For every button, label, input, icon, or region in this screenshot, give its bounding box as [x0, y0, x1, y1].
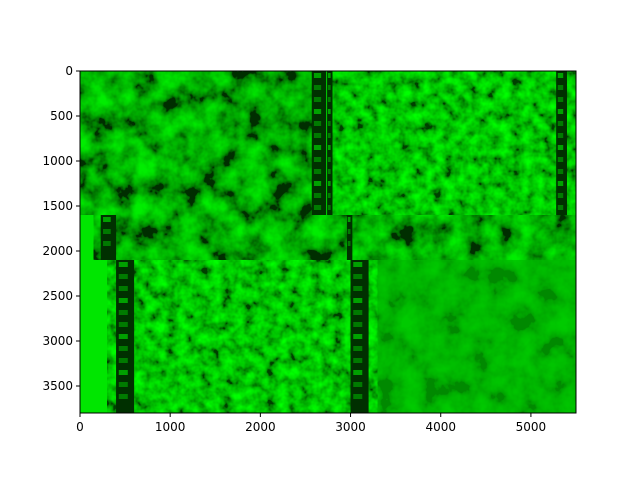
- y-tick-label: 0: [65, 64, 73, 78]
- y-tick-label: 1500: [42, 199, 73, 213]
- x-tick-label: 3000: [335, 420, 366, 434]
- image-panel: [377, 260, 576, 413]
- x-tick-label: 0: [76, 420, 84, 434]
- x-tick-label: 2000: [245, 420, 276, 434]
- dark-band: [100, 215, 117, 260]
- y-tick-label: 3000: [42, 334, 73, 348]
- dark-band: [556, 71, 567, 215]
- image-panel: [107, 260, 378, 413]
- plot-frame: [79, 70, 577, 414]
- dark-band: [346, 215, 353, 260]
- y-tick-label: 2500: [42, 289, 73, 303]
- y-tick-label: 1000: [42, 154, 73, 168]
- dark-band: [311, 71, 327, 215]
- y-tick-label: 2000: [42, 244, 73, 258]
- dark-band: [116, 260, 135, 413]
- x-tick-label: 1000: [155, 420, 186, 434]
- dark-band: [350, 260, 369, 413]
- x-tick-label: 4000: [425, 420, 456, 434]
- y-tick-label: 3500: [42, 379, 73, 393]
- image-panel: [80, 71, 324, 215]
- dark-band: [327, 71, 333, 215]
- image-panel: [332, 71, 576, 215]
- x-tick-label: 5000: [516, 420, 547, 434]
- image-panel: [93, 215, 576, 260]
- y-tick-label: 500: [50, 109, 73, 123]
- axes: 0 1000 2000 3000 4000 5000 0 500 1000 1500 2000 250…: [42, 64, 577, 434]
